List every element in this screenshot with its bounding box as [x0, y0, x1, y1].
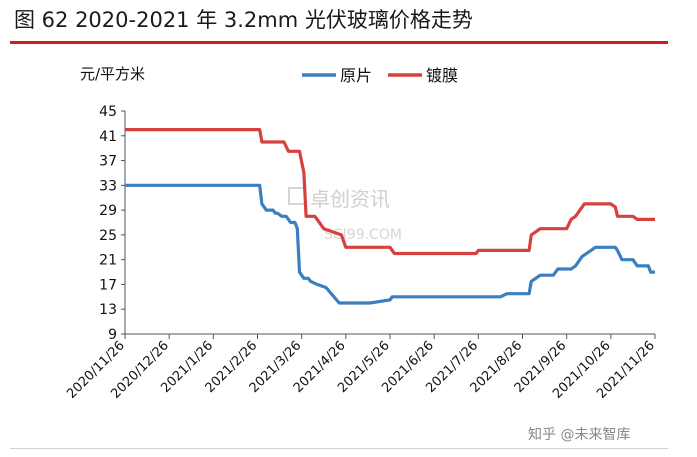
legend: 原片 镀膜	[302, 66, 458, 85]
y-tick-label-0: 9	[108, 327, 117, 343]
y-axis-unit-label: 元/平方米	[80, 65, 145, 83]
y-tick-label-7: 37	[99, 154, 117, 170]
watermark-text: 卓创资讯	[310, 187, 390, 211]
bottom-rule	[10, 448, 668, 449]
legend-label-0: 原片	[340, 66, 372, 85]
y-ticks: 9 13 17 21 25 29 33 37 41 45	[99, 104, 125, 343]
series-line-0	[125, 183, 655, 305]
y-tick-label-3: 21	[99, 253, 117, 269]
watermark-logo-icon	[288, 187, 306, 205]
legend-label-1: 镀膜	[426, 66, 458, 85]
x-ticks: 2020/11/262020/12/262021/1/262021/2/2620…	[64, 334, 658, 402]
y-tick-label-5: 29	[99, 203, 117, 219]
y-tick-label-4: 25	[99, 228, 117, 244]
series-line-1	[125, 128, 655, 256]
credit-text: 知乎 @未来智库	[528, 426, 630, 443]
y-tick-label-8: 41	[99, 129, 117, 145]
y-tick-label-9: 45	[99, 104, 117, 120]
title-rule	[10, 41, 668, 44]
series-lines	[125, 128, 655, 305]
y-tick-label-6: 33	[99, 178, 117, 194]
y-tick-label-2: 17	[99, 277, 117, 293]
y-tick-label-1: 13	[99, 302, 117, 318]
watermark-subtext: SCI99.COM	[324, 227, 402, 243]
figure-title: 图 62 2020-2021 年 3.2mm 光伏玻璃价格走势	[14, 8, 473, 32]
